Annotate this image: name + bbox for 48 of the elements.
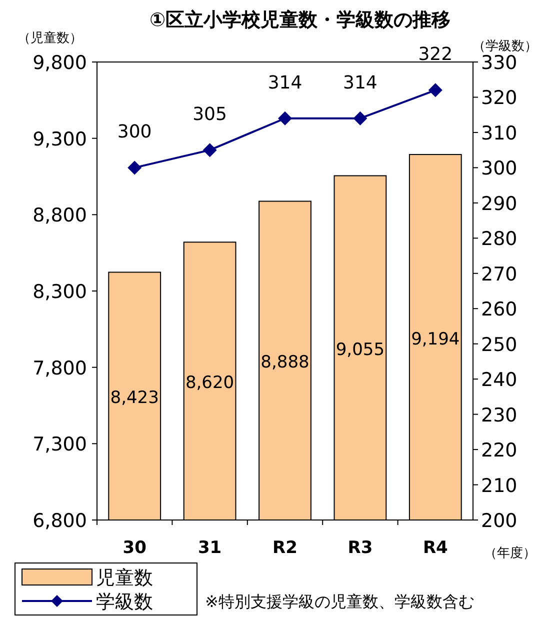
point (278, 111, 292, 126)
text: ※特別支援学級の児童数、学級数含む (205, 592, 474, 611)
data-label: 314 (343, 72, 378, 94)
y2-tick-label: 330 (481, 52, 518, 74)
y2-tick-label: 300 (481, 158, 518, 180)
y2-tick-label: 200 (481, 510, 518, 532)
chart-title: ①区立小学校児童数・学級数の推移 (149, 9, 451, 31)
x-tick-label: R2 (272, 538, 298, 558)
y2-tick-label: 220 (481, 440, 518, 462)
data-label: 314 (268, 72, 302, 94)
point (428, 83, 442, 98)
point (353, 111, 368, 126)
y2-tick-label: 290 (481, 192, 518, 215)
data-label: 9,194 (411, 329, 460, 350)
x-tick-label: R4 (422, 538, 448, 558)
y2-tick-label: 270 (481, 263, 518, 286)
point (128, 160, 142, 175)
x-tick-label: R3 (348, 538, 373, 558)
y-tick-label: 6,800 (32, 510, 87, 532)
data-label: 8,620 (185, 373, 234, 394)
y-tick-label: 7,300 (32, 434, 87, 456)
y-tick-label: 9,800 (32, 52, 87, 74)
y2-tick-label: 320 (481, 87, 518, 110)
x-axis-title: （年度） (484, 545, 536, 561)
y2-tick-label: 250 (481, 334, 518, 356)
x-tick-label: 30 (122, 538, 147, 558)
y2-tick-label: 260 (481, 298, 518, 321)
data-label: 300 (117, 122, 152, 143)
y-axis-title: （児童数） (18, 30, 82, 46)
data-label: 9,055 (336, 340, 385, 360)
legend-label: 児童数 (96, 567, 153, 589)
y2-tick-label: 310 (481, 122, 518, 144)
y-tick-label: 7,800 (32, 357, 87, 380)
x-tick-label: 31 (198, 538, 222, 558)
legend-label: 学級数 (96, 591, 153, 613)
y2-axis-title: （学級数） (472, 39, 538, 54)
y-tick-label: 8,800 (32, 204, 87, 227)
point (202, 143, 217, 158)
data-label: 8,888 (260, 352, 310, 373)
data-label: 322 (418, 44, 453, 66)
y-tick-label: 8,300 (32, 281, 87, 303)
data-label: 8,423 (110, 388, 159, 408)
y2-tick-label: 240 (481, 369, 518, 392)
y2-tick-label: 280 (481, 228, 518, 250)
y2-tick-label: 210 (481, 474, 518, 497)
y-tick-label: 9,300 (32, 128, 87, 150)
data-label: 305 (192, 104, 227, 126)
y2-tick-label: 230 (481, 404, 518, 426)
